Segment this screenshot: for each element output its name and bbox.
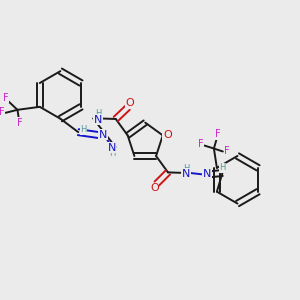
Text: O: O <box>150 183 159 194</box>
Text: H: H <box>95 110 101 118</box>
Text: H: H <box>80 125 87 134</box>
Text: F: F <box>215 129 220 139</box>
Text: F: F <box>198 139 204 149</box>
Text: O: O <box>126 98 134 108</box>
Text: O: O <box>163 130 172 140</box>
Text: F: F <box>0 107 5 117</box>
Text: F: F <box>3 93 8 103</box>
Text: N: N <box>203 169 212 179</box>
Text: F: F <box>224 146 230 156</box>
Text: N: N <box>182 169 190 179</box>
Text: H: H <box>183 164 189 173</box>
Text: F: F <box>17 118 22 128</box>
Text: N: N <box>107 142 116 153</box>
Text: H: H <box>109 149 115 158</box>
Text: H: H <box>219 163 226 172</box>
Text: N: N <box>94 115 102 124</box>
Text: N: N <box>99 130 107 140</box>
